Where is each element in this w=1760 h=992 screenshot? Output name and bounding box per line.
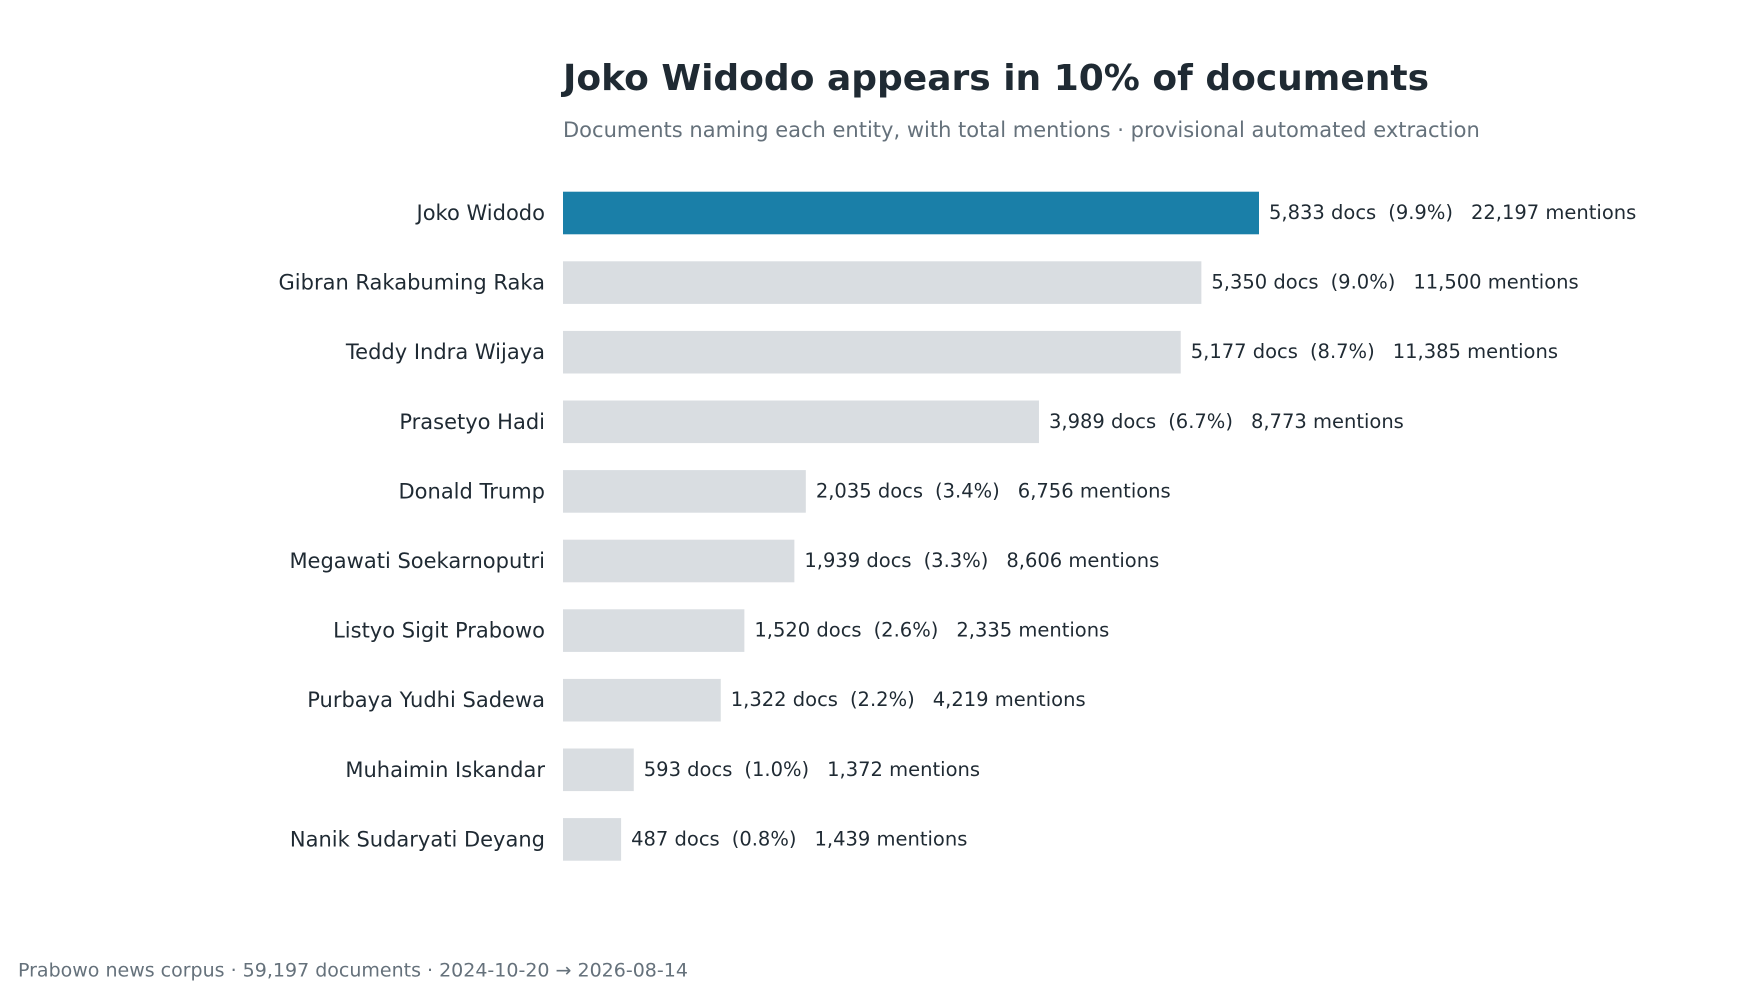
bar — [563, 330, 1181, 374]
chart-title: Joko Widodo appears in 10% of documents — [560, 58, 1429, 99]
share-label: (3.3%) — [924, 549, 989, 572]
bar — [563, 609, 745, 652]
value-label: 593 docs (1.0%) 1,372 mentions — [644, 757, 980, 780]
value-label: 2,035 docs (3.4%) 6,756 mentions — [816, 479, 1171, 502]
mentions-label: 2,335 mentions — [956, 618, 1109, 641]
category-label: Listyo Sigit Prabowo — [333, 619, 545, 643]
mentions-label: 11,385 mentions — [1393, 340, 1558, 363]
mentions-label: 22,197 mentions — [1471, 201, 1636, 224]
docs-label: 3,989 docs — [1049, 409, 1156, 432]
category-label: Teddy Indra Wijaya — [345, 340, 545, 364]
bar — [563, 191, 1259, 235]
share-label: (2.6%) — [874, 618, 939, 641]
chart-subtitle: Documents naming each entity, with total… — [563, 118, 1480, 142]
docs-label: 593 docs — [644, 757, 733, 780]
value-label: 5,177 docs (8.7%) 11,385 mentions — [1191, 340, 1558, 363]
mentions-label: 6,756 mentions — [1018, 479, 1171, 502]
bar — [563, 678, 721, 722]
value-label: 3,989 docs (6.7%) 8,773 mentions — [1049, 409, 1404, 432]
category-label: Megawati Soekarnoputri — [289, 549, 545, 573]
docs-label: 5,177 docs — [1191, 340, 1298, 363]
category-label: Gibran Rakabuming Raka — [279, 271, 546, 295]
category-label: Donald Trump — [398, 479, 545, 503]
share-label: (2.2%) — [850, 688, 915, 711]
bar — [563, 400, 1039, 444]
docs-label: 1,520 docs — [754, 618, 861, 641]
value-label: 5,833 docs (9.9%) 22,197 mentions — [1269, 201, 1636, 224]
value-label: 1,939 docs (3.3%) 8,606 mentions — [804, 549, 1159, 572]
value-label: 487 docs (0.8%) 1,439 mentions — [631, 827, 967, 850]
docs-label: 2,035 docs — [816, 479, 923, 502]
bar — [563, 748, 634, 792]
docs-label: 1,322 docs — [731, 688, 838, 711]
docs-label: 1,939 docs — [804, 549, 911, 572]
mentions-label: 1,372 mentions — [827, 757, 980, 780]
mentions-label: 8,606 mentions — [1006, 549, 1159, 572]
category-label: Joko Widodo — [415, 201, 545, 225]
share-label: (3.4%) — [935, 479, 1000, 502]
category-label: Muhaimin Iskandar — [345, 758, 545, 782]
mentions-label: 4,219 mentions — [933, 688, 1086, 711]
mentions-label: 1,439 mentions — [814, 827, 967, 850]
category-label: Prasetyo Hadi — [399, 410, 545, 434]
category-label: Purbaya Yudhi Sadewa — [307, 688, 545, 712]
mentions-label: 11,500 mentions — [1413, 270, 1578, 293]
share-label: (8.7%) — [1310, 340, 1375, 363]
bar — [563, 261, 1202, 304]
share-label: (1.0%) — [744, 757, 809, 780]
bar — [563, 470, 806, 513]
footer: Prabowo news corpus · 59,197 documents ·… — [18, 960, 688, 982]
category-label: Nanik Sudaryati Deyang — [290, 827, 545, 851]
value-label: 1,520 docs (2.6%) 2,335 mentions — [754, 618, 1109, 641]
docs-label: 487 docs — [631, 827, 720, 850]
docs-label: 5,350 docs — [1211, 270, 1318, 293]
share-label: (9.9%) — [1388, 201, 1453, 224]
share-label: (9.0%) — [1331, 270, 1396, 293]
value-label: 5,350 docs (9.0%) 11,500 mentions — [1211, 270, 1578, 293]
share-label: (6.7%) — [1168, 409, 1233, 432]
mentions-label: 8,773 mentions — [1251, 409, 1404, 432]
value-label: 1,322 docs (2.2%) 4,219 mentions — [731, 688, 1086, 711]
bar — [563, 818, 622, 861]
bar — [563, 539, 795, 583]
share-label: (0.8%) — [732, 827, 797, 850]
docs-label: 5,833 docs — [1269, 201, 1376, 224]
